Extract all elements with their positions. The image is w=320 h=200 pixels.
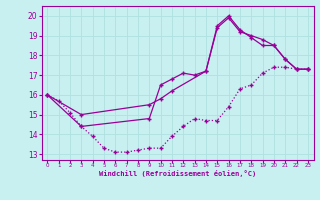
X-axis label: Windchill (Refroidissement éolien,°C): Windchill (Refroidissement éolien,°C): [99, 170, 256, 177]
